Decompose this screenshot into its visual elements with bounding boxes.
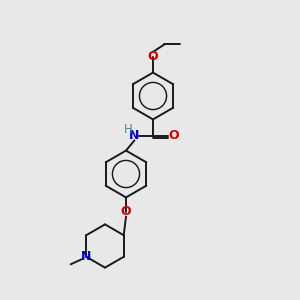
Text: N: N [129, 129, 140, 142]
Text: O: O [148, 50, 158, 64]
Text: O: O [121, 205, 131, 218]
Text: O: O [168, 129, 179, 142]
Text: H: H [123, 123, 132, 136]
Text: N: N [81, 250, 92, 263]
